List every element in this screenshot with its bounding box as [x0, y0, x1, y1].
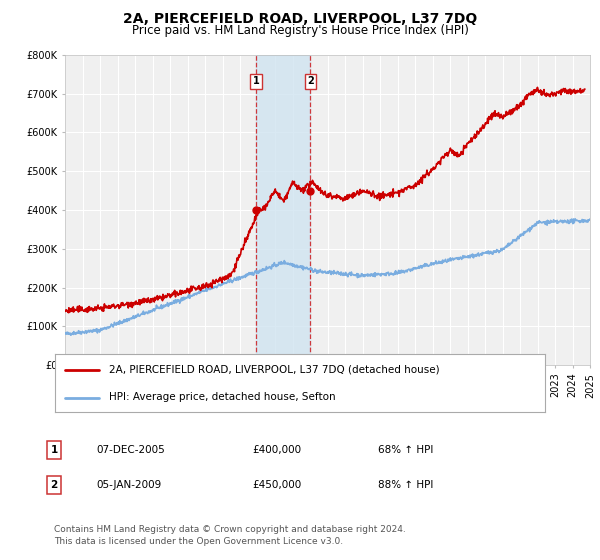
Text: 07-DEC-2005: 07-DEC-2005: [96, 445, 165, 455]
Text: 1: 1: [50, 445, 58, 455]
Text: 2A, PIERCEFIELD ROAD, LIVERPOOL, L37 7DQ (detached house): 2A, PIERCEFIELD ROAD, LIVERPOOL, L37 7DQ…: [109, 365, 440, 375]
Text: 68% ↑ HPI: 68% ↑ HPI: [378, 445, 433, 455]
Text: 05-JAN-2009: 05-JAN-2009: [96, 480, 161, 490]
Text: £400,000: £400,000: [252, 445, 301, 455]
Text: £450,000: £450,000: [252, 480, 301, 490]
Text: 2: 2: [307, 76, 314, 86]
Text: Contains HM Land Registry data © Crown copyright and database right 2024.
This d: Contains HM Land Registry data © Crown c…: [54, 525, 406, 546]
Text: 1: 1: [253, 76, 259, 86]
Text: 2A, PIERCEFIELD ROAD, LIVERPOOL, L37 7DQ: 2A, PIERCEFIELD ROAD, LIVERPOOL, L37 7DQ: [123, 12, 477, 26]
Text: HPI: Average price, detached house, Sefton: HPI: Average price, detached house, Seft…: [109, 393, 335, 403]
Text: 2: 2: [50, 480, 58, 490]
Text: Price paid vs. HM Land Registry's House Price Index (HPI): Price paid vs. HM Land Registry's House …: [131, 24, 469, 36]
Bar: [256, 55, 310, 365]
Text: 88% ↑ HPI: 88% ↑ HPI: [378, 480, 433, 490]
